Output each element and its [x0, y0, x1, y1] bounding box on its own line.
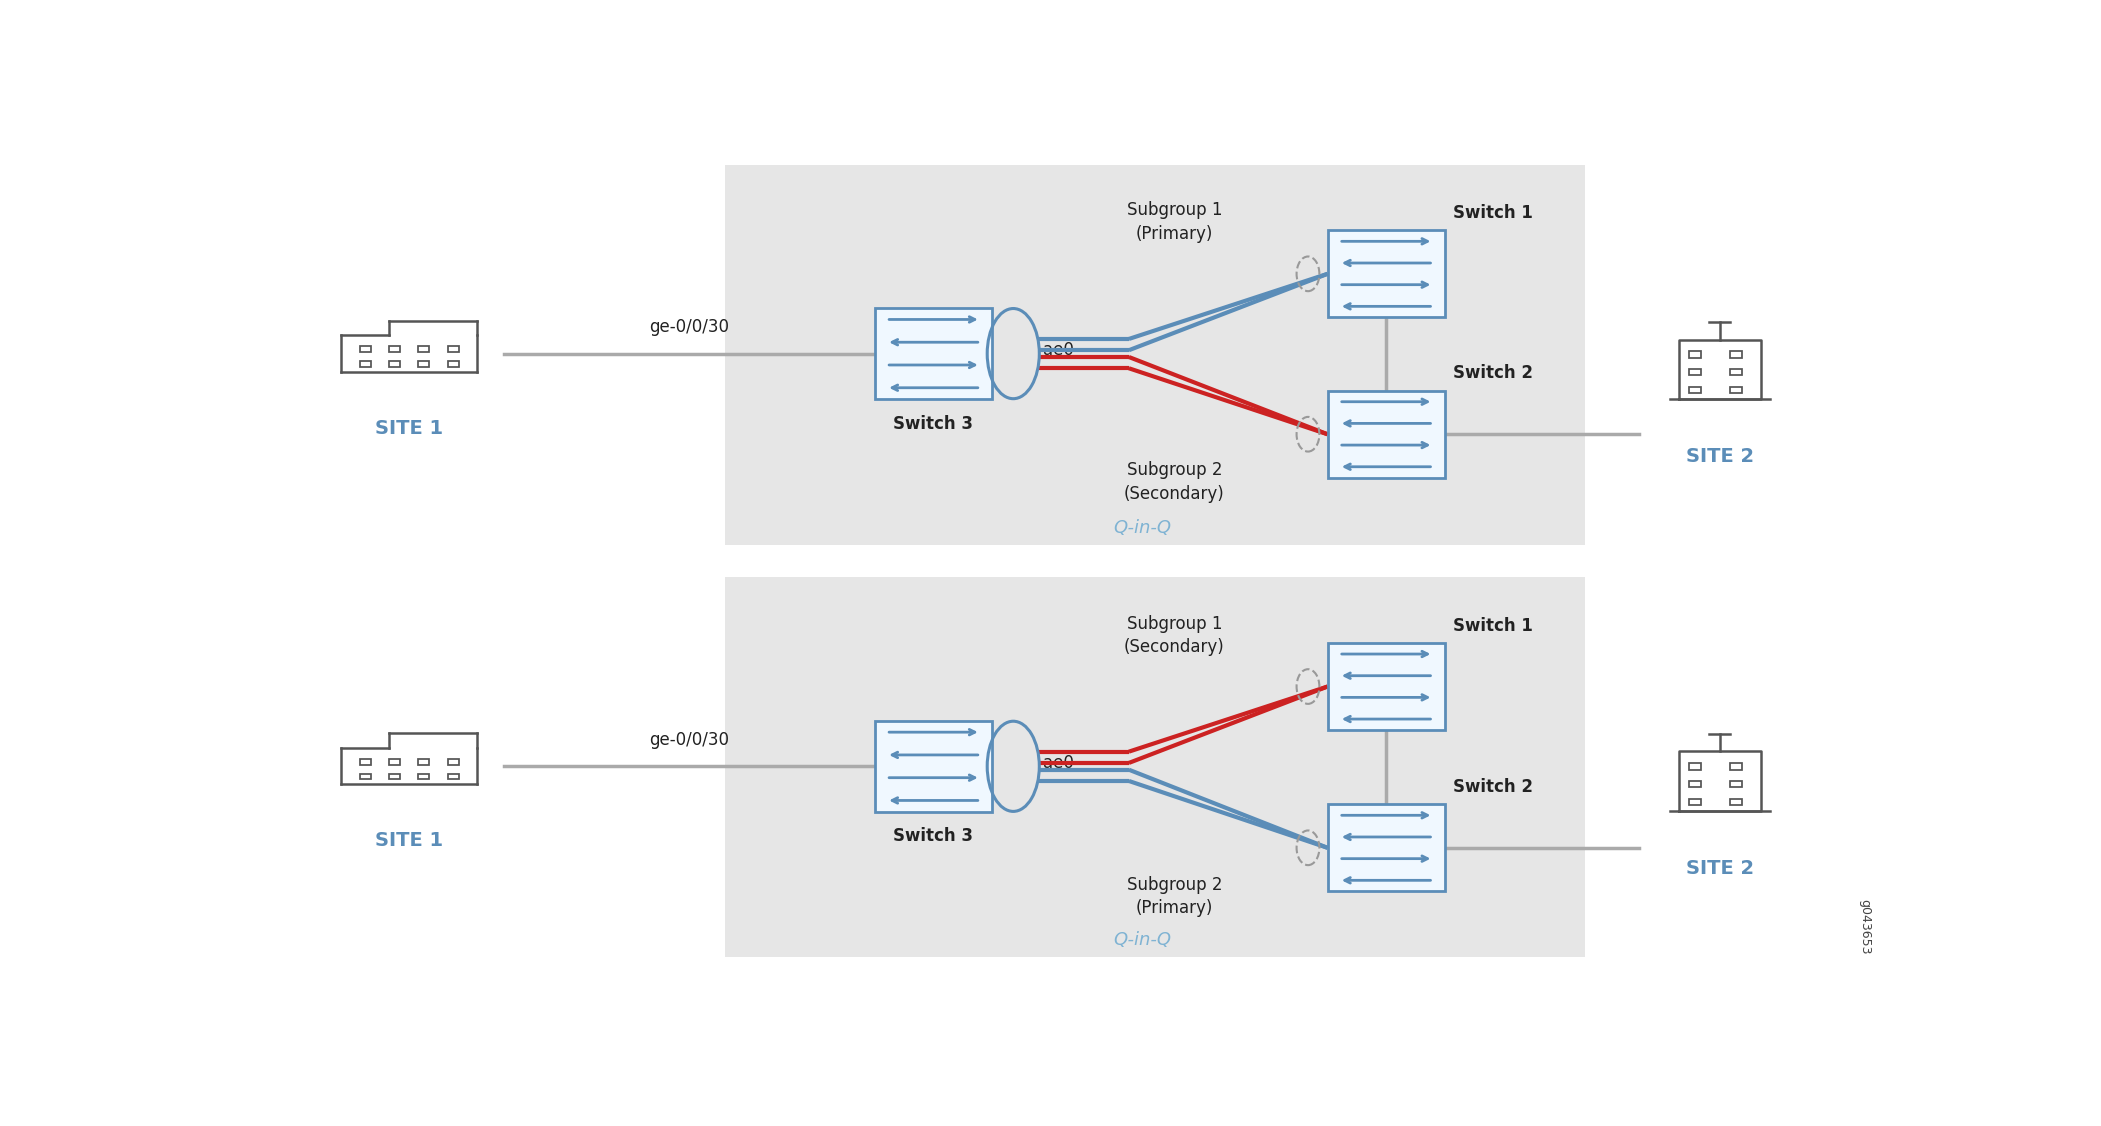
- Text: Q-in-Q: Q-in-Q: [1114, 931, 1170, 949]
- Bar: [1689, 369, 1702, 375]
- Text: Switch 1: Switch 1: [1454, 204, 1534, 222]
- Text: Switch 1: Switch 1: [1454, 617, 1534, 635]
- FancyBboxPatch shape: [725, 578, 1584, 957]
- Bar: [418, 347, 429, 352]
- Text: Switch 3: Switch 3: [893, 828, 973, 846]
- Text: SITE 2: SITE 2: [1685, 447, 1754, 466]
- Text: ge-0/0/30: ge-0/0/30: [649, 319, 729, 337]
- Bar: [1731, 781, 1742, 787]
- Bar: [359, 360, 370, 367]
- Text: SITE 1: SITE 1: [376, 419, 443, 438]
- Bar: [389, 759, 399, 765]
- Bar: [1689, 351, 1702, 358]
- Bar: [448, 360, 458, 367]
- Text: Subgroup 1
(Secondary): Subgroup 1 (Secondary): [1124, 615, 1225, 656]
- Bar: [1731, 387, 1742, 393]
- Text: Switch 3: Switch 3: [893, 414, 973, 432]
- Text: ge-0/0/30: ge-0/0/30: [649, 731, 729, 749]
- FancyBboxPatch shape: [725, 166, 1584, 545]
- Bar: [1689, 763, 1702, 769]
- Text: ae0: ae0: [1042, 341, 1074, 359]
- FancyBboxPatch shape: [1328, 804, 1445, 891]
- Bar: [1689, 781, 1702, 787]
- Text: Subgroup 1
(Primary): Subgroup 1 (Primary): [1126, 202, 1223, 242]
- Text: SITE 2: SITE 2: [1685, 859, 1754, 878]
- Bar: [389, 360, 399, 367]
- Bar: [1689, 798, 1702, 805]
- Bar: [1731, 369, 1742, 375]
- Bar: [418, 360, 429, 367]
- Text: Q-in-Q: Q-in-Q: [1114, 519, 1170, 537]
- Bar: [389, 347, 399, 352]
- Bar: [359, 759, 370, 765]
- Bar: [1731, 763, 1742, 769]
- Text: Subgroup 2
(Secondary): Subgroup 2 (Secondary): [1124, 462, 1225, 502]
- Bar: [418, 774, 429, 779]
- Text: SITE 1: SITE 1: [376, 831, 443, 850]
- FancyBboxPatch shape: [874, 309, 992, 399]
- Bar: [448, 347, 458, 352]
- Bar: [359, 774, 370, 779]
- Text: Switch 2: Switch 2: [1454, 778, 1534, 796]
- Bar: [418, 759, 429, 765]
- Text: g043653: g043653: [1859, 899, 1872, 955]
- Bar: [448, 774, 458, 779]
- Bar: [359, 347, 370, 352]
- FancyBboxPatch shape: [874, 721, 992, 812]
- Text: Switch 2: Switch 2: [1454, 364, 1534, 382]
- Text: Subgroup 2
(Primary): Subgroup 2 (Primary): [1126, 876, 1223, 918]
- Bar: [1689, 387, 1702, 393]
- FancyBboxPatch shape: [1328, 643, 1445, 730]
- FancyBboxPatch shape: [1328, 391, 1445, 477]
- Text: ae0: ae0: [1042, 753, 1074, 771]
- Bar: [1731, 798, 1742, 805]
- Bar: [1731, 351, 1742, 358]
- FancyBboxPatch shape: [1328, 231, 1445, 318]
- Bar: [389, 774, 399, 779]
- Bar: [448, 759, 458, 765]
